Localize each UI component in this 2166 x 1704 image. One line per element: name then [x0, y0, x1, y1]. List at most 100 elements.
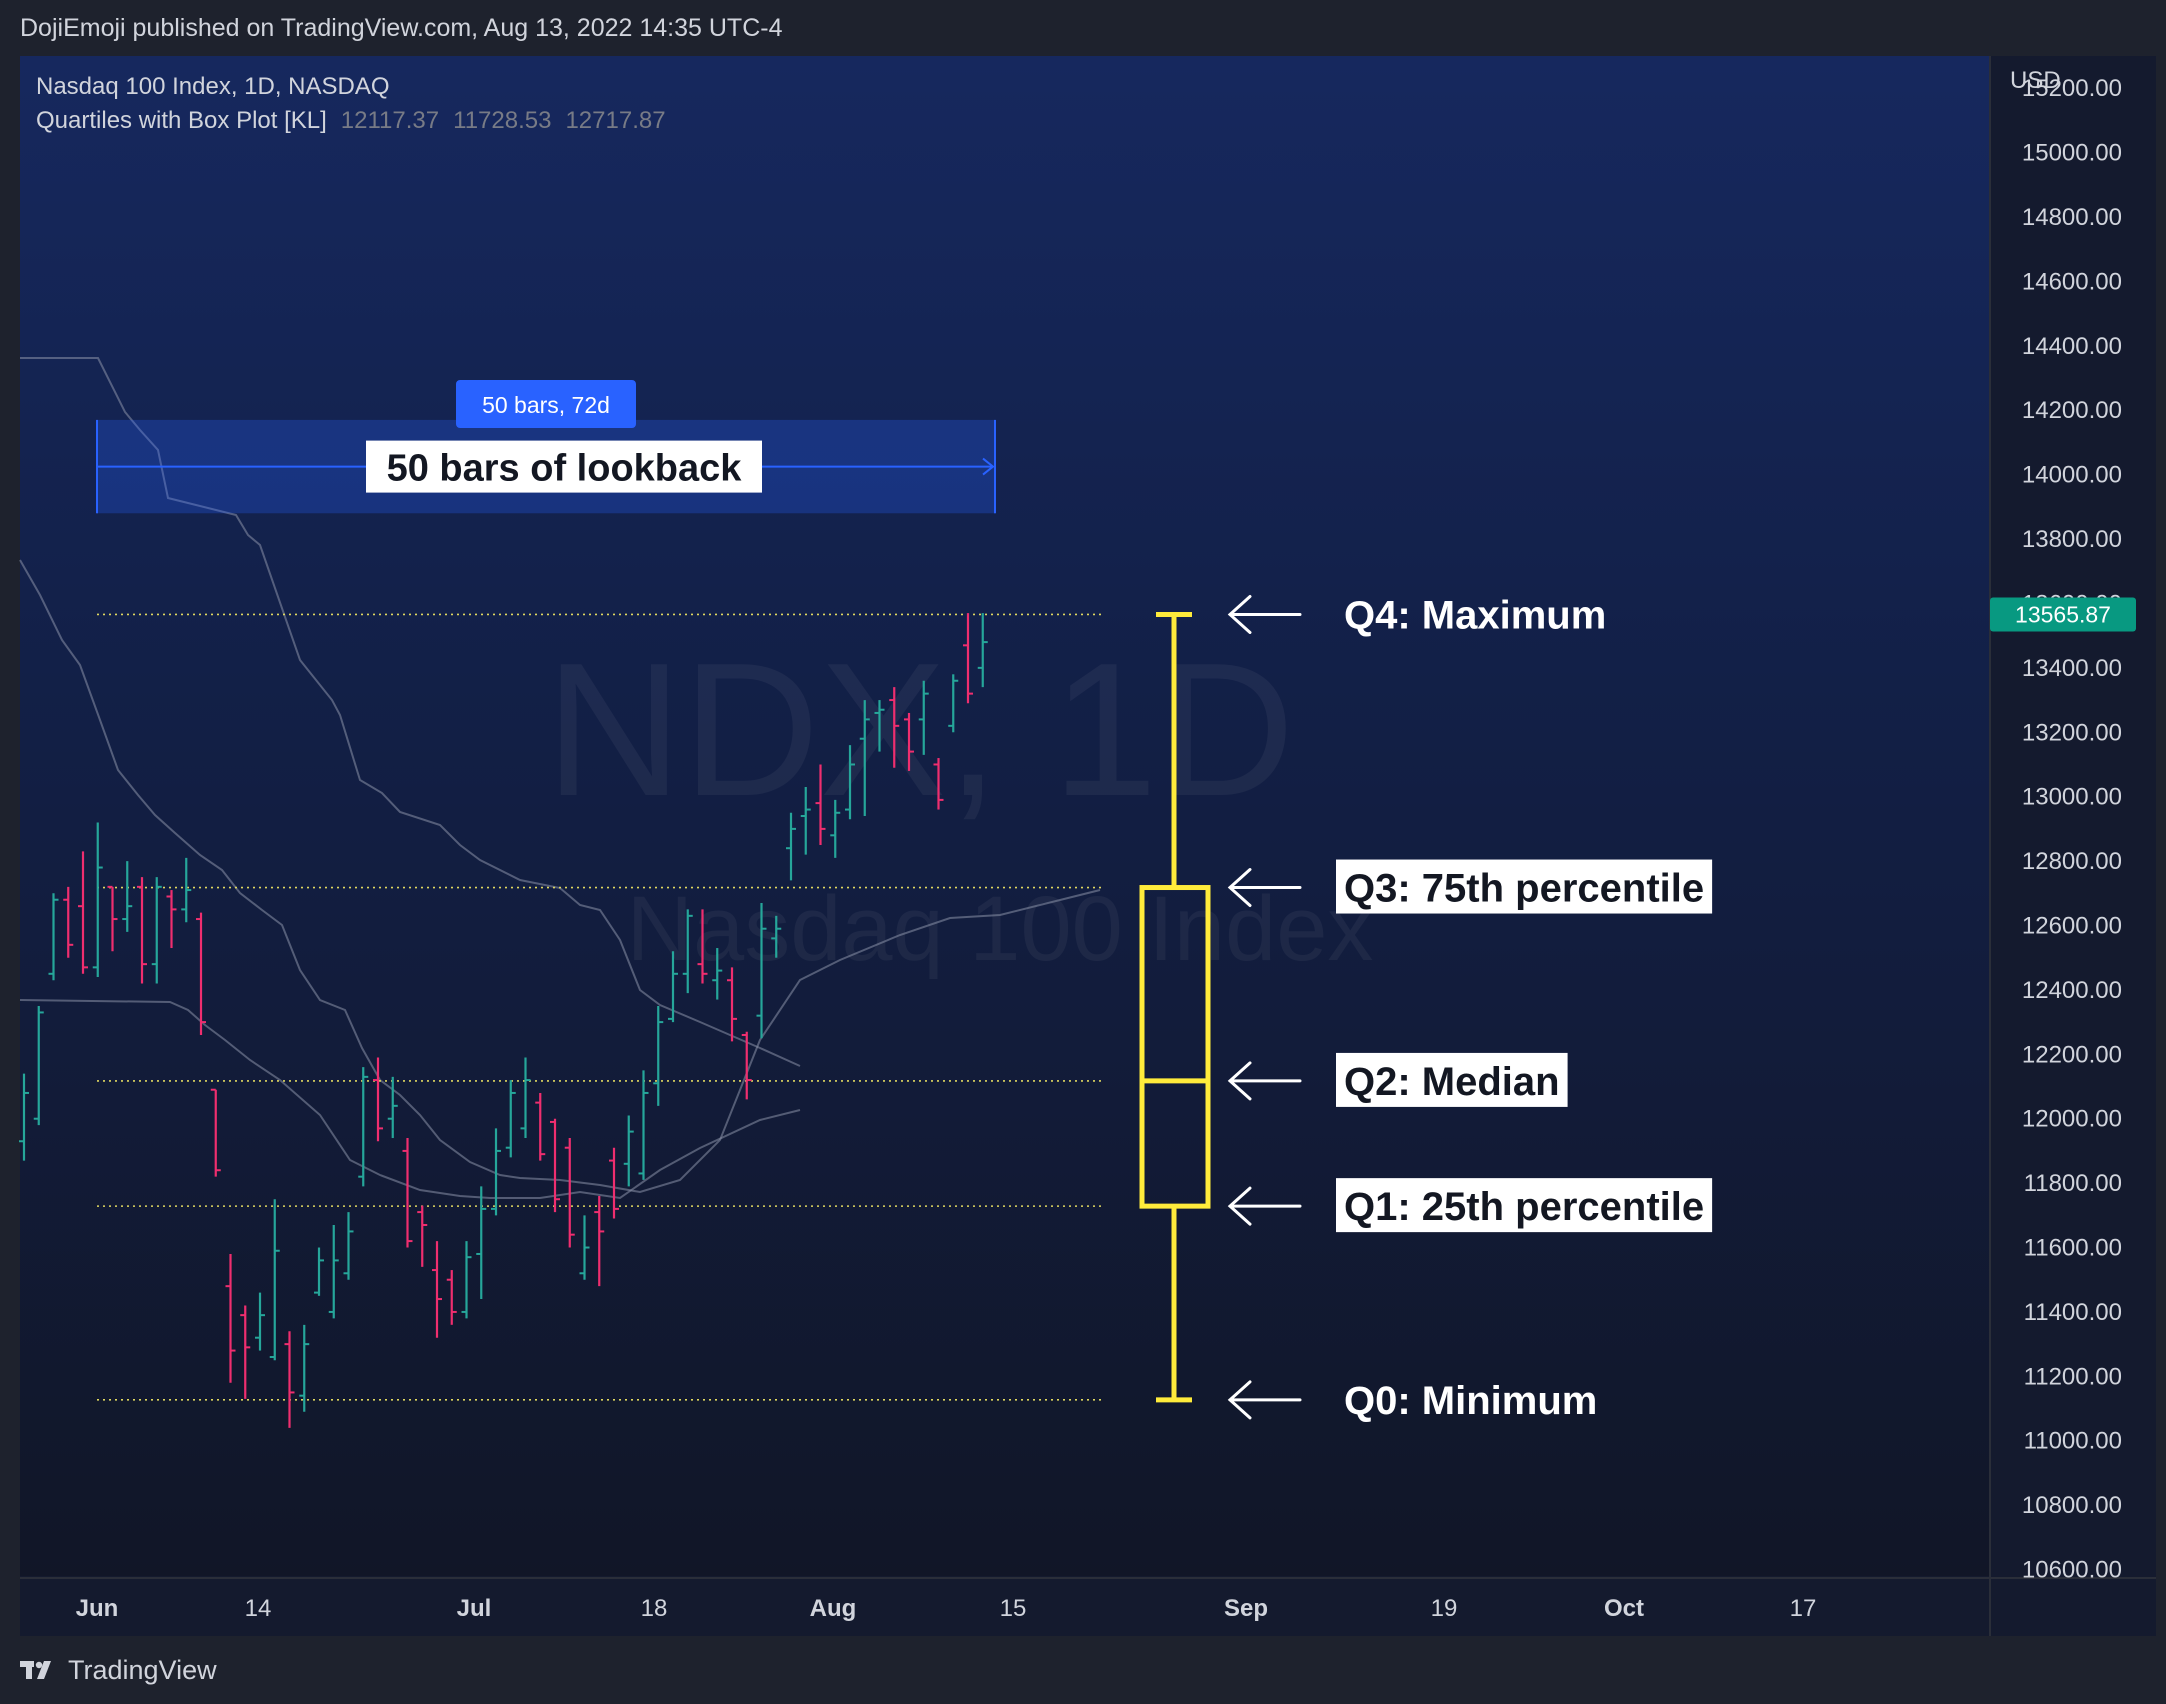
left-arrow-icon	[1227, 1186, 1302, 1226]
currency-label: USD	[2010, 67, 2061, 94]
quartile-label-background	[1336, 1178, 1713, 1233]
ohlc-bar	[786, 812, 796, 881]
ohlc-bar	[417, 1205, 428, 1267]
y-tick-label: 10800.00	[2022, 1492, 2122, 1519]
ohlc-bar	[446, 1270, 457, 1325]
legend-indicator[interactable]: Quartiles with Box Plot [KL] 12117.37 1172…	[36, 107, 666, 134]
y-tick-label: 11200.00	[2024, 1363, 2122, 1390]
y-tick-label: 14000.00	[2022, 462, 2122, 489]
price-axis-panel[interactable]	[1990, 56, 2156, 1576]
footer-brand: TradingView	[68, 1654, 217, 1685]
y-tick-label: 12200.00	[2022, 1041, 2122, 1068]
band-upper	[20, 357, 801, 1067]
ohlc-bar	[78, 851, 88, 974]
range-measure[interactable]: 50 bars, 72d 50 bars of lookback	[96, 380, 996, 514]
y-tick-label: 10600.00	[2022, 1557, 2122, 1584]
indicator-value-2: 11728.53	[453, 107, 551, 134]
band-lower	[19, 999, 801, 1200]
ohlc-bar	[963, 613, 973, 704]
y-tick-label: 14200.00	[2022, 397, 2122, 424]
quartile-annotation: Q1: 25th percentile	[1227, 1178, 1713, 1233]
x-tick-label: Sep	[1224, 1595, 1268, 1622]
ohlc-bar	[107, 885, 118, 952]
x-tick-label: Oct	[1604, 1595, 1644, 1622]
left-arrow-icon	[1227, 1061, 1302, 1101]
measure-label: 50 bars, 72d	[482, 392, 610, 418]
y-tick-label: 14600.00	[2022, 268, 2122, 295]
ohlc-bar	[682, 909, 693, 994]
ohlc-bar	[609, 1147, 619, 1219]
ohlc-bar	[63, 886, 74, 958]
y-tick-label: 13800.00	[2022, 526, 2122, 553]
x-tick-label: 18	[641, 1595, 668, 1622]
ohlc-bar	[299, 1324, 310, 1412]
ohlc-bar	[284, 1331, 295, 1428]
ohlc-bars	[19, 613, 988, 1428]
indicator-value-1: 12117.37	[341, 107, 439, 134]
quartile-label-background	[1336, 1052, 1568, 1107]
quartile-label-background	[1336, 859, 1713, 914]
x-tick-label: Jun	[76, 1595, 119, 1622]
ohlc-bar	[48, 893, 59, 981]
ohlc-bar	[727, 967, 737, 1042]
current-price-background	[1990, 597, 2136, 632]
y-tick-label: 12000.00	[2022, 1106, 2122, 1133]
ohlc-bar	[328, 1224, 339, 1319]
ohlc-bar	[874, 700, 885, 752]
ohlc-bar	[505, 1080, 516, 1158]
publish-header: DojiEmoji published on TradingView.com, …	[0, 0, 2166, 56]
watermark-symbol: NDX, 1D	[545, 624, 1295, 836]
ohlc-bar	[948, 674, 959, 733]
quartile-annotations: Q4: Maximum Q3: 75th percentile Q2: Median…	[1227, 593, 1713, 1423]
ohlc-bar	[166, 890, 177, 949]
ohlc-bar	[712, 948, 723, 1000]
ohlc-bar	[904, 712, 914, 771]
quartile-label: Q2: Median	[1344, 1060, 1560, 1104]
quartile-annotation: Q3: 75th percentile	[1227, 859, 1713, 914]
quartile-label: Q4: Maximum	[1344, 593, 1606, 637]
price-axis-ticks: 10600.00 10800.00 11000.00 11200.00 11400.00…	[2022, 75, 2122, 1583]
ohlc-bar	[92, 822, 103, 978]
ohlc-bar	[476, 1186, 487, 1300]
watermark-description: Nasdaq 100 Index	[627, 878, 1374, 980]
ohlc-bar	[151, 877, 162, 984]
y-tick-label: 14800.00	[2022, 204, 2122, 231]
ohlc-bar	[668, 951, 678, 1023]
x-tick-label: 14	[245, 1595, 272, 1622]
ohlc-bar	[461, 1241, 472, 1319]
footer: TradingView	[20, 1650, 217, 1690]
ohlc-bar	[977, 613, 988, 688]
chart-pane[interactable]	[20, 56, 1990, 1576]
ohlc-bar	[402, 1138, 413, 1248]
ohlc-bar	[432, 1241, 442, 1338]
x-tick-label: 17	[1790, 1595, 1817, 1622]
x-tick-label: 19	[1431, 1595, 1458, 1622]
y-tick-label: 11800.00	[2024, 1170, 2122, 1197]
quartile-annotation: Q0: Minimum	[1227, 1379, 1597, 1423]
quartile-annotation: Q4: Maximum	[1227, 593, 1606, 637]
x-tick-label: 15	[1000, 1595, 1027, 1622]
y-tick-label: 15000.00	[2022, 140, 2122, 167]
ohlc-bar	[933, 758, 944, 810]
ohlc-bar	[181, 857, 192, 923]
ohlc-bar	[19, 1073, 29, 1161]
ohlc-bar	[255, 1292, 265, 1351]
left-arrow-icon	[1227, 868, 1302, 908]
ohlc-bar	[491, 1128, 501, 1216]
legend-symbol[interactable]: Nasdaq 100 Index, 1D, NASDAQ	[36, 73, 390, 100]
ohlc-bar	[535, 1092, 546, 1161]
ohlc-bar	[594, 1196, 605, 1287]
indicator-name: Quartiles with Box Plot [KL]	[36, 107, 327, 134]
measure-annotation: 50 bars of lookback	[387, 448, 743, 490]
quartile-bands	[19, 357, 1101, 1200]
y-tick-label: 15200.00	[2022, 75, 2122, 102]
y-tick-label: 11400.00	[2024, 1299, 2122, 1326]
y-tick-label: 11000.00	[2024, 1428, 2122, 1455]
measure-arrowhead-icon	[982, 457, 995, 476]
ohlc-bar	[122, 861, 133, 932]
quartile-label: Q3: 75th percentile	[1344, 867, 1704, 911]
y-tick-label: 12800.00	[2022, 848, 2122, 875]
time-axis-panel[interactable]	[20, 1576, 2156, 1636]
publish-info: DojiEmoji published on TradingView.com, …	[20, 14, 783, 42]
